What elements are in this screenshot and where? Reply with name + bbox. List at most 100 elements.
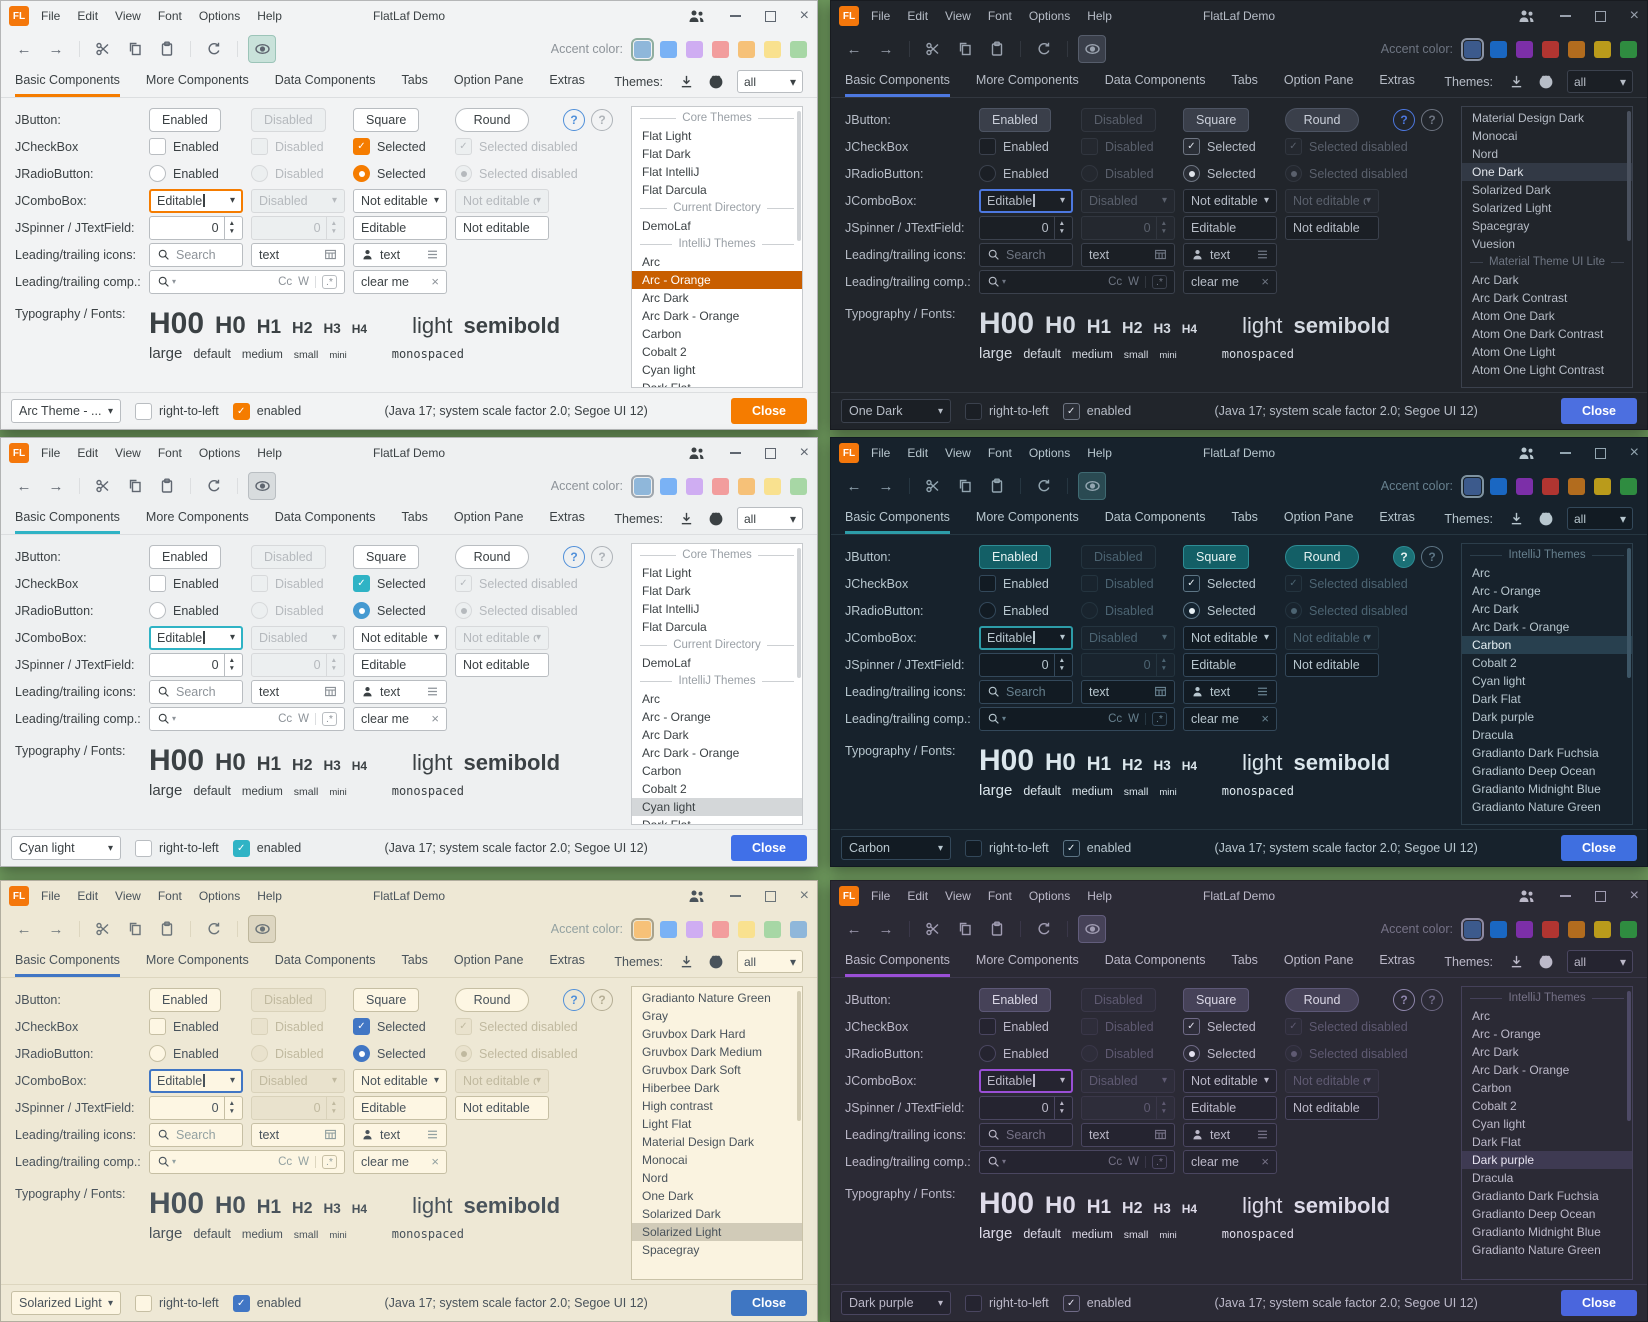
menu-help[interactable]: Help	[257, 446, 282, 460]
accent-swatch[interactable]	[660, 920, 677, 938]
show-hidden-eye-toggle[interactable]	[1078, 35, 1106, 63]
show-hidden-eye-toggle[interactable]	[248, 472, 276, 500]
checkbox-selected[interactable]: Selected	[1183, 575, 1256, 592]
download-icon[interactable]	[677, 510, 695, 528]
checkbox-enabled[interactable]: Enabled	[979, 138, 1049, 155]
theme-list-item[interactable]: Dracula	[1472, 728, 1514, 742]
menu-edit[interactable]: Edit	[77, 9, 99, 23]
menu-font[interactable]: Font	[157, 889, 182, 903]
paste-button[interactable]	[984, 36, 1010, 62]
accent-swatch[interactable]	[712, 477, 729, 495]
tab-tabs[interactable]: Tabs	[1231, 510, 1258, 524]
theme-list-item[interactable]: Gruvbox Dark Soft	[642, 1063, 741, 1077]
clear-icon[interactable]: ×	[1261, 711, 1269, 726]
theme-list-item[interactable]: Arc Dark - Orange	[1472, 1063, 1570, 1077]
theme-list-item[interactable]: Gradianto Deep Ocean	[1472, 764, 1596, 778]
cut-button[interactable]	[920, 36, 946, 62]
accent-swatch[interactable]	[1461, 37, 1484, 61]
round-button[interactable]: Round	[1285, 544, 1359, 569]
tab-more-components[interactable]: More Components	[145, 73, 249, 87]
square-button[interactable]: Square	[1183, 544, 1250, 569]
forward-button[interactable]: →	[878, 920, 894, 938]
close-window-button[interactable]: ×	[1629, 7, 1639, 24]
tab-more-components[interactable]: More Components	[975, 953, 1079, 967]
enabled-button[interactable]: Enabled	[979, 987, 1051, 1012]
theme-select[interactable]: Cyan light ▾	[11, 836, 121, 860]
scrollbar-thumb[interactable]	[797, 548, 801, 678]
theme-list-item[interactable]: Solarized Light	[1472, 201, 1552, 215]
tab-data-components[interactable]: Data Components	[274, 953, 376, 967]
maximize-button[interactable]	[764, 10, 776, 22]
github-icon[interactable]	[707, 953, 725, 971]
copy-button[interactable]	[952, 916, 978, 942]
combobox-not-editable[interactable]: Not editable ▾	[353, 625, 447, 650]
theme-list-item[interactable]: Gradianto Nature Green	[1472, 1243, 1601, 1257]
match-case-button[interactable]: Cc	[1108, 712, 1123, 725]
tab-more-components[interactable]: More Components	[145, 953, 249, 967]
github-icon[interactable]	[707, 73, 725, 91]
scrollbar-thumb[interactable]	[797, 991, 801, 1121]
copy-button[interactable]	[952, 473, 978, 499]
match-case-button[interactable]: Cc	[278, 1155, 293, 1168]
theme-list-item[interactable]: Arc Dark - Orange	[642, 746, 740, 760]
theme-list-item[interactable]: Cyan light	[1472, 674, 1526, 688]
menu-font[interactable]: Font	[157, 446, 182, 460]
clear-icon[interactable]: ×	[431, 711, 439, 726]
enabled-button[interactable]: Enabled	[149, 987, 221, 1012]
search-options-field[interactable]: ▾ Cc W .*	[149, 269, 345, 294]
search-field[interactable]: Search	[979, 242, 1073, 267]
round-button[interactable]: Round	[1285, 987, 1359, 1012]
radio-enabled[interactable]: Enabled	[149, 1045, 219, 1062]
theme-list-item[interactable]: Cyan light	[642, 363, 696, 377]
theme-list-item[interactable]: Arc Dark - Orange	[1472, 620, 1570, 634]
accent-swatch[interactable]	[1620, 40, 1637, 58]
search-options-field[interactable]: ▾ Cc W .*	[979, 706, 1175, 731]
download-icon[interactable]	[1507, 510, 1525, 528]
menu-font[interactable]: Font	[987, 446, 1012, 460]
menu-file[interactable]: File	[41, 9, 61, 23]
square-button[interactable]: Square	[353, 987, 420, 1012]
enabled-button[interactable]: Enabled	[979, 107, 1051, 132]
checkbox-enabled[interactable]: Enabled	[149, 138, 219, 155]
menu-edit[interactable]: Edit	[907, 9, 929, 23]
theme-list-item[interactable]: Carbon	[1462, 636, 1632, 654]
menu-view[interactable]: View	[945, 9, 971, 23]
textfield-editable[interactable]: Editable	[353, 652, 447, 677]
users-icon[interactable]	[688, 887, 706, 905]
enabled-checkbox[interactable]: enabled	[1062, 1294, 1131, 1312]
match-case-button[interactable]: Cc	[1108, 1155, 1123, 1168]
minimize-button[interactable]	[1559, 452, 1571, 454]
theme-list-item[interactable]: Monocai	[642, 1153, 688, 1167]
close-window-button[interactable]: ×	[1629, 887, 1639, 904]
text-field-calendar[interactable]: text	[251, 242, 345, 267]
theme-list-item[interactable]: One Dark	[642, 1189, 694, 1203]
download-icon[interactable]	[1507, 73, 1525, 91]
theme-list-item[interactable]: Vuesion	[1472, 237, 1515, 251]
theme-list-item[interactable]: Atom One Light	[1472, 345, 1556, 359]
menu-edit[interactable]: Edit	[77, 889, 99, 903]
spinner[interactable]: 0 ▲ ▼	[979, 652, 1073, 677]
enabled-checkbox[interactable]: enabled	[1062, 839, 1131, 857]
forward-button[interactable]: →	[48, 40, 64, 58]
tab-data-components[interactable]: Data Components	[1104, 510, 1206, 524]
back-button[interactable]: ←	[846, 40, 862, 58]
textfield-editable[interactable]: Editable	[353, 215, 447, 240]
regex-toggle-button[interactable]: .*	[1151, 274, 1167, 289]
accent-swatch[interactable]	[686, 920, 703, 938]
text-field-calendar[interactable]: text	[251, 679, 345, 704]
accent-swatch[interactable]	[1490, 477, 1507, 495]
theme-list-item[interactable]: Arc Dark	[642, 728, 689, 742]
theme-list-item[interactable]: Dracula	[1472, 1171, 1514, 1185]
refresh-button[interactable]	[1031, 36, 1057, 62]
search-field[interactable]: Search	[979, 679, 1073, 704]
round-button[interactable]: Round	[455, 544, 529, 569]
search-field[interactable]: Search	[979, 1122, 1073, 1147]
accent-swatch[interactable]	[686, 40, 703, 58]
accent-swatch[interactable]	[631, 474, 654, 498]
users-icon[interactable]	[688, 444, 706, 462]
tab-data-components[interactable]: Data Components	[274, 510, 376, 524]
menu-file[interactable]: File	[871, 9, 891, 23]
themes-filter-select[interactable]: all ▾	[737, 70, 803, 93]
search-options-field[interactable]: ▾ Cc W .*	[149, 1149, 345, 1174]
accent-swatch[interactable]	[1516, 920, 1533, 938]
